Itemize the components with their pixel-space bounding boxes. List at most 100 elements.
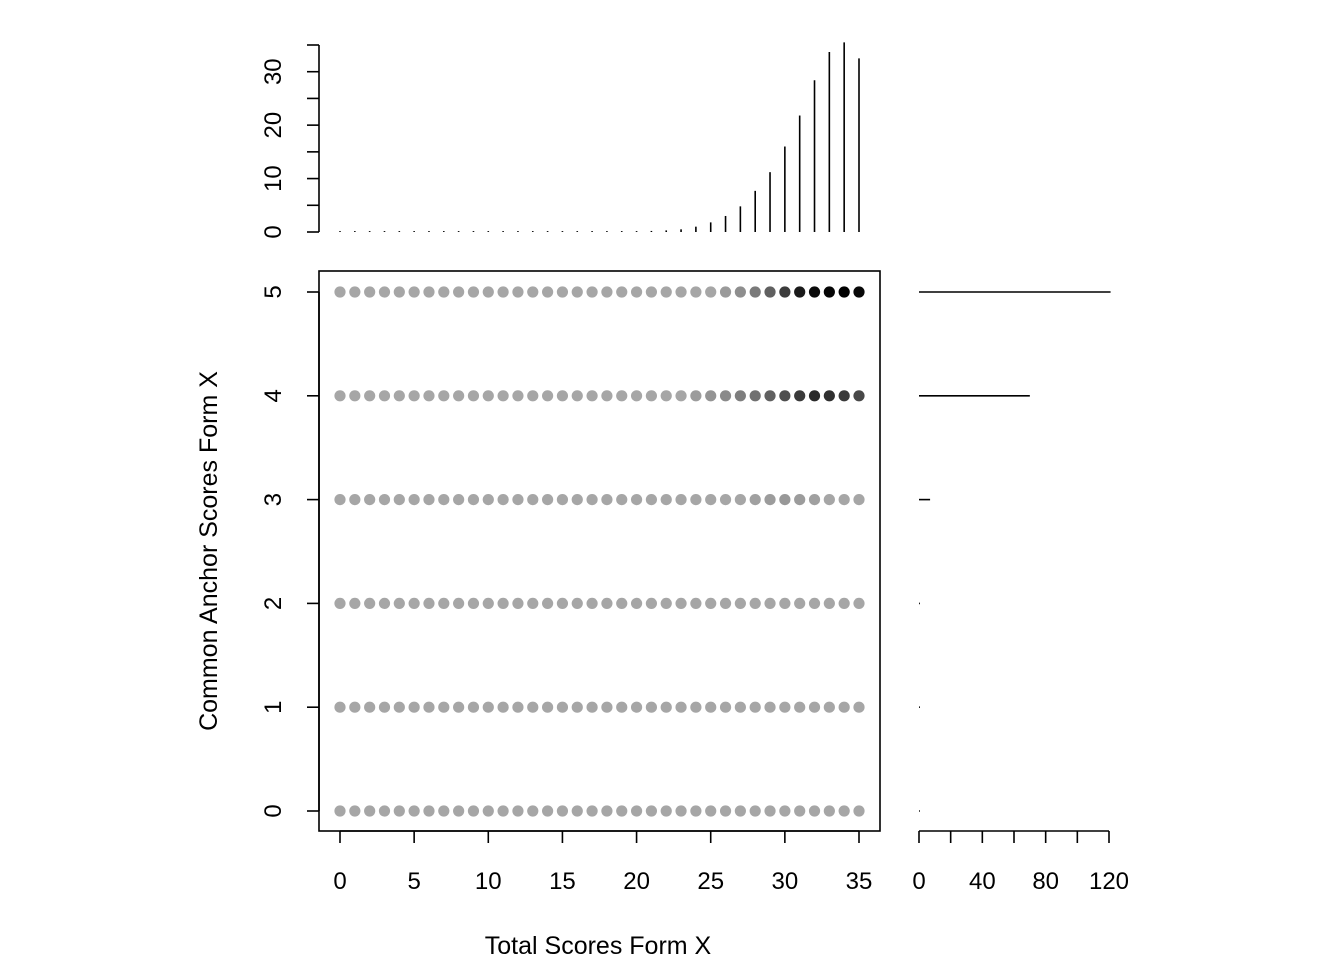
scatter-point [408,805,420,817]
scatter-point [423,597,435,610]
y-tick-label: 3 [260,493,287,506]
scatter-point [675,701,687,713]
scatter-point [527,597,539,610]
scatter-point [616,390,628,402]
scatter-point [364,597,376,610]
scatter-point [794,805,806,817]
scatter-point [838,597,850,610]
scatter-point [378,701,391,713]
scatter-point [467,701,480,713]
scatter-point [749,286,761,298]
scatter-point [393,701,405,713]
scatter-point [512,494,524,506]
scatter-point [630,597,643,610]
scatter-point [675,390,687,402]
top-y-tick-label: 20 [260,112,287,139]
scatter-point [794,701,806,713]
right-marginal-bars [919,291,1111,812]
scatter-point [838,701,850,713]
scatter-point [779,597,791,610]
scatter-point [364,286,376,298]
scatter-point [838,494,850,506]
scatter-point [719,390,732,402]
scatter-point [349,701,361,713]
top-y-tick-label: 10 [260,165,287,192]
scatter-point [690,597,702,610]
scatter-point [556,805,569,817]
scatter-point [542,494,554,506]
scatter-point [630,494,643,506]
scatter-point [823,805,835,817]
scatter-point [393,805,405,817]
scatter-point [764,286,776,298]
scatter-point [453,494,465,506]
scatter-point [334,597,346,610]
scatter-point [690,286,702,298]
scatter-point [556,390,569,402]
scatter-point [453,597,465,610]
top-y-tick-label: 0 [260,225,287,238]
scatter-point [808,701,821,713]
scatter-point [719,701,732,713]
scatter-point [734,805,746,817]
scatter-point [556,494,569,506]
scatter-point [616,286,628,298]
scatter-point [808,390,821,402]
scatter-point [334,286,346,298]
scatter-point [438,701,450,713]
scatter-point [616,597,628,610]
scatter-point [586,805,598,817]
scatter-point [408,597,420,610]
scatter-point [719,494,732,506]
scatter-point [823,286,835,298]
scatter-point [853,701,865,713]
y-tick-label: 0 [260,804,287,817]
scatter-point [794,494,806,506]
scatter-point [719,597,732,610]
scatter-point [630,805,643,817]
scatter-point [660,805,672,817]
scatter-point [660,701,672,713]
scatter-point [467,805,480,817]
scatter-point [497,390,509,402]
scatter-point [527,701,539,713]
scatter-point [438,597,450,610]
right-x-tick-label: 40 [969,868,996,895]
scatter-point [734,494,746,506]
y-tick-label: 1 [260,701,287,714]
scatter-point [586,597,598,610]
scatter-point [571,597,583,610]
scatter-point [734,286,746,298]
scatter-point [779,390,791,402]
scatter-point [571,390,583,402]
scatter-point [527,494,539,506]
scatter-point [467,494,480,506]
scatter-point [556,286,569,298]
scatter-point [453,701,465,713]
scatter-point [556,701,569,713]
scatter-point [660,597,672,610]
scatter-point [497,286,509,298]
scatter-point [349,597,361,610]
scatter-point [586,286,598,298]
scatter-point [705,701,717,713]
scatter-point [645,597,658,610]
scatter-point [705,597,717,610]
scatter-point [779,701,791,713]
x-tick-label: 30 [772,868,799,895]
scatter-point [438,390,450,402]
scatter-point [378,286,391,298]
scatter-point [393,494,405,506]
main-scatter-points [334,286,865,817]
scatter-point [334,701,346,713]
scatter-point [808,494,821,506]
scatter-point [512,597,524,610]
scatter-point [512,701,524,713]
scatter-point [630,286,643,298]
scatter-point [779,286,791,298]
top-y-tick-label: 30 [260,58,287,85]
scatter-point [586,390,598,402]
right-x-tick-label: 80 [1032,868,1059,895]
scatter-point [616,805,628,817]
